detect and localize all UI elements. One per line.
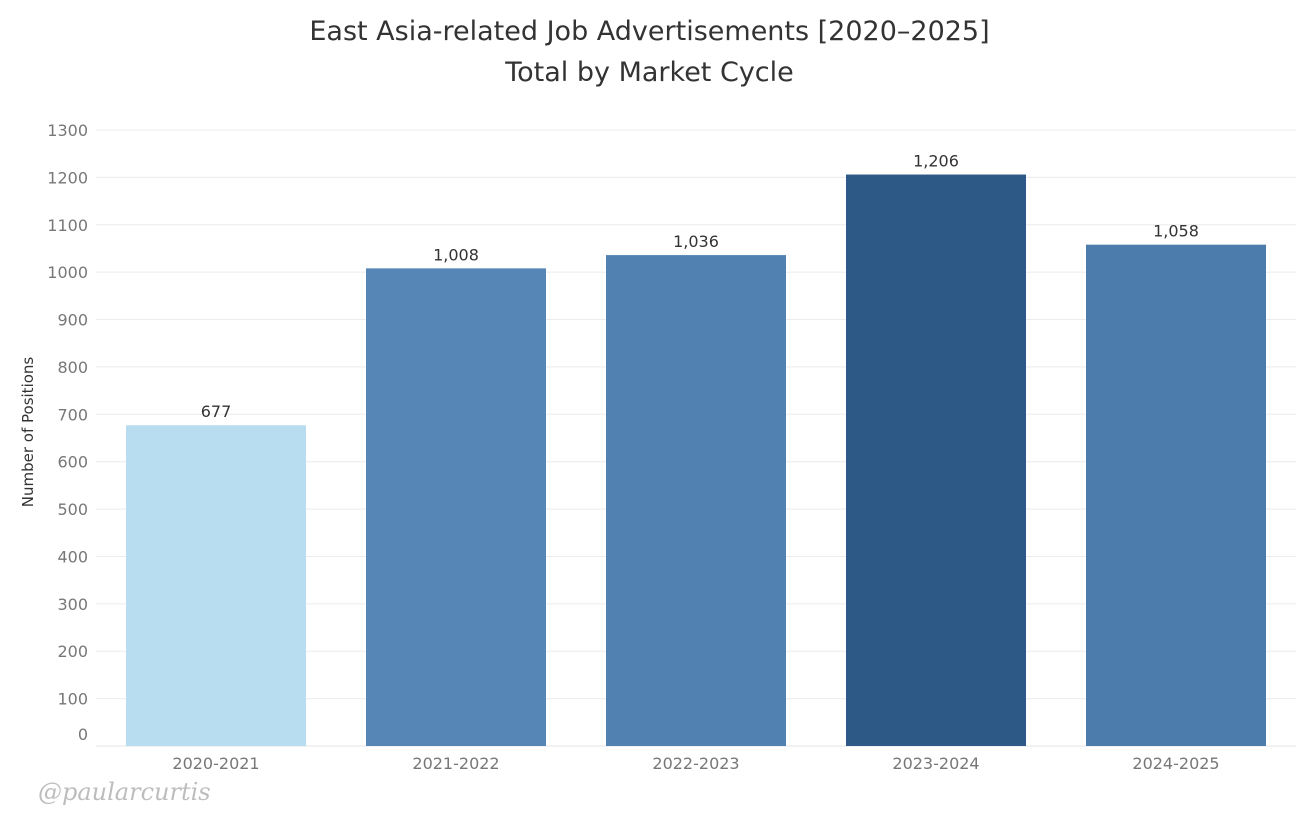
watermark: @paularcurtis (38, 778, 211, 806)
y-tick-label: 1300 (47, 121, 88, 140)
x-tick-label: 2020-2021 (172, 754, 259, 773)
x-tick-label: 2024-2025 (1132, 754, 1219, 773)
bar-value-label: 677 (201, 402, 232, 421)
y-tick-label: 600 (57, 453, 88, 472)
bar-value-label: 1,036 (673, 232, 719, 251)
y-tick-label: 1200 (47, 168, 88, 187)
y-tick-label: 200 (57, 642, 88, 661)
y-tick-label: 1100 (47, 216, 88, 235)
bar-value-label: 1,206 (913, 152, 959, 171)
y-tick-label: 100 (57, 690, 88, 709)
y-tick-label: 1000 (47, 263, 88, 282)
y-tick-label: 800 (57, 358, 88, 377)
bar-value-label: 1,058 (1153, 222, 1199, 241)
bar (846, 174, 1026, 747)
y-tick-label: 700 (57, 405, 88, 424)
y-tick-label: 0 (78, 725, 88, 744)
y-tick-label: 500 (57, 500, 88, 519)
bar (126, 425, 306, 746)
bar (606, 255, 786, 746)
bar-value-label: 1,008 (433, 245, 479, 264)
y-tick-label: 400 (57, 547, 88, 566)
chart-subtitle: Total by Market Cycle (505, 57, 794, 88)
x-tick-label: 2022-2023 (652, 754, 739, 773)
bar (1086, 244, 1266, 746)
x-tick-label: 2021-2022 (412, 754, 499, 773)
y-tick-label: 900 (57, 311, 88, 330)
chart-title: East Asia-related Job Advertisements [20… (309, 16, 990, 47)
x-tick-label: 2023-2024 (892, 754, 979, 773)
y-tick-label: 300 (57, 595, 88, 614)
bar (366, 268, 546, 746)
